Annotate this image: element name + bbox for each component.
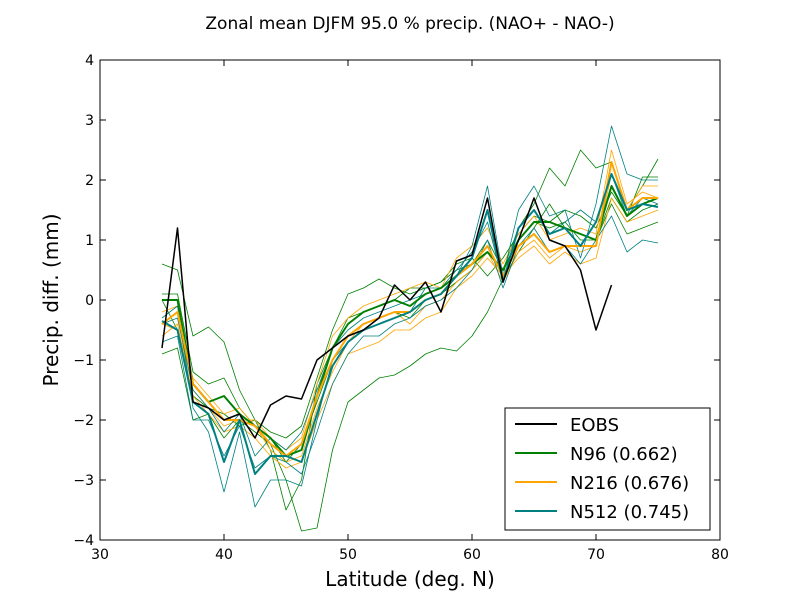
y-tick-label: −4 [73,533,94,549]
legend: EOBS N96 (0.662) N216 (0.676) N512 (0.74… [504,407,711,531]
y-tick-label: −3 [73,473,94,489]
y-tick-label: 0 [85,293,94,309]
x-axis-label: Latitude (deg. N) [325,567,495,591]
legend-label-eobs: EOBS [570,415,619,436]
y-tick-label: 2 [85,173,94,189]
legend-label-n216: N216 (0.676) [570,473,689,494]
series-line-eobs-0 [161,197,613,439]
series-line-n216-7 [161,149,659,451]
y-tick-label: −2 [73,413,94,429]
x-tick-label: 60 [463,547,481,563]
series-layer [161,125,659,532]
y-axis-label: Precip. diff. (mm) [39,213,63,386]
y-tick-label: 4 [85,53,94,69]
y-tick-label: −1 [73,353,94,369]
x-tick-label: 70 [587,547,605,563]
legend-frame [504,407,711,531]
series-line-n96-5 [162,185,659,457]
series-line-n512-13 [161,173,659,475]
legend-label-n96: N96 (0.662) [570,444,678,465]
tick-layer: 30 40 50 60 70 80 −4 −3 −2 −1 0 1 2 3 4 [73,53,729,563]
x-tick-label: 80 [711,547,729,563]
x-tick-label: 50 [339,547,357,563]
x-tick-label: 40 [215,547,233,563]
y-tick-label: 1 [85,233,94,249]
x-tick-label: 30 [91,547,109,563]
y-tick-label: 3 [85,113,94,129]
chart-title: Zonal mean DJFM 95.0 % precip. (NAO+ - N… [205,14,614,34]
series-line-n216-8 [161,197,659,469]
series-line-n216-6 [161,173,658,463]
legend-label-n512: N512 (0.745) [570,502,689,523]
